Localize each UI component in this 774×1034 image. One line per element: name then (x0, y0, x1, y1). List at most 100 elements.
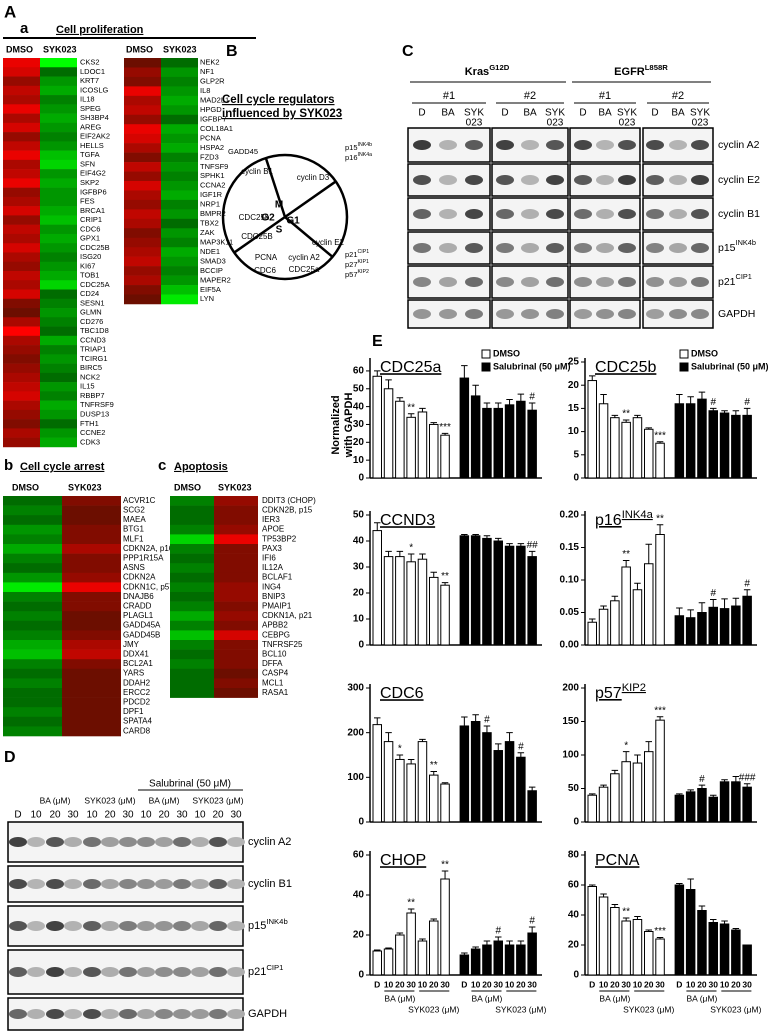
bar (674, 615, 685, 646)
error-bar (645, 929, 652, 932)
cycle-divider (233, 215, 286, 254)
error-bar (461, 365, 468, 379)
error-bar (634, 916, 641, 920)
heatmap-cell (161, 247, 198, 257)
inhibitor-label-sup: KIP2 (358, 269, 369, 275)
blot-band (618, 309, 636, 319)
heatmap-cell (170, 649, 214, 660)
y-tick-label: 200 (562, 683, 579, 694)
blot-band (209, 921, 227, 931)
gene-label: NEK2 (200, 58, 220, 67)
blot-band (119, 967, 137, 977)
x-group-label: BA (μM) (472, 993, 503, 1003)
significance-label: *** (654, 430, 666, 441)
blot-band (119, 1009, 137, 1019)
y-tick-label: 300 (347, 683, 364, 694)
gene-label: CCNE2 (80, 428, 105, 437)
error-bar (483, 940, 491, 945)
error-bar (528, 926, 536, 933)
blot-band (137, 1009, 155, 1019)
blot-band (596, 175, 614, 185)
heatmap-cell (40, 196, 77, 207)
heatmap-cell (40, 437, 77, 448)
column-header: SYK023 (218, 482, 252, 492)
error-bar (622, 560, 630, 567)
x-tick-label: D (461, 979, 467, 989)
blot-band (596, 209, 614, 219)
gene-label: CD24 (80, 289, 99, 298)
blot-band (521, 309, 539, 319)
group-label-sup: L858R (645, 63, 669, 72)
blot-band (439, 309, 457, 319)
x-tick-label: 10 (633, 979, 643, 989)
heatmap-cell (124, 143, 161, 153)
blot-band (83, 967, 101, 977)
legend-label: Salubrinal (50 μM) (691, 361, 769, 371)
error-bar (710, 919, 717, 923)
bar (731, 605, 741, 646)
bar (504, 545, 515, 646)
gene-label: IFI6 (262, 554, 276, 563)
column-header: SYK023 (163, 44, 197, 54)
error-bar (495, 936, 502, 941)
blot-band (137, 921, 155, 931)
heatmap-cell (3, 515, 62, 526)
error-bar (472, 714, 479, 722)
error-bar (374, 522, 381, 531)
y-tick-label: 100 (347, 772, 364, 783)
row-label-sup: CIP1 (736, 272, 752, 281)
heatmap-cell (124, 180, 161, 191)
bar (742, 414, 752, 479)
heatmap-cell (3, 601, 62, 612)
error-bar (743, 407, 751, 416)
promoter-label: CDC6 (254, 266, 276, 275)
blot-band (646, 140, 664, 150)
lane-label: D (501, 108, 508, 119)
blot-band (155, 837, 173, 847)
gene-label: TGFA (80, 150, 100, 159)
heatmap-cell (40, 187, 77, 198)
heatmap-cell (214, 640, 258, 650)
heatmap-cell (124, 124, 161, 134)
heatmap-cell (161, 143, 198, 153)
heatmap-cell (161, 275, 198, 286)
cycle-divider (284, 180, 337, 219)
gene-label: GLMN (80, 308, 102, 317)
heatmap-cell (124, 67, 161, 78)
blot-band (546, 277, 564, 287)
gene-label: DDX41 (123, 650, 149, 659)
error-bar (622, 917, 630, 921)
blot-band (64, 921, 82, 931)
bar (470, 948, 481, 976)
heatmap-cell (170, 563, 214, 574)
heatmap-cell (62, 515, 121, 526)
heatmap-cell (40, 261, 77, 272)
y-tick-label: 0.00 (560, 640, 580, 651)
lane-label: 023 (692, 118, 709, 129)
lane-label: 023 (547, 118, 564, 129)
gene-label: COL18A1 (200, 124, 233, 133)
blot-band (465, 175, 483, 185)
blot-band (521, 243, 539, 253)
lane-label: D (14, 810, 21, 821)
row-label: cyclin E2 (718, 174, 760, 186)
bar (429, 423, 439, 479)
error-bar (676, 793, 683, 796)
heatmap-cell (40, 354, 77, 364)
gene-label: CDKN2A, p16 (123, 544, 174, 553)
bar (504, 404, 515, 479)
error-bar (374, 370, 381, 377)
heatmap-cell (170, 515, 214, 526)
y-tick-label: 0 (358, 970, 364, 981)
blot-band (669, 175, 687, 185)
heatmap-cell (3, 243, 40, 253)
error-bar (430, 571, 437, 578)
gene-label: EIF5A (200, 285, 221, 294)
blot-band (227, 921, 245, 931)
error-bar (472, 534, 479, 536)
heatmap-cell (3, 419, 40, 429)
blot-band (691, 140, 709, 150)
heatmap-cell (62, 707, 121, 718)
heatmap-cell (3, 678, 62, 689)
y-tick-label: 0 (573, 970, 579, 981)
